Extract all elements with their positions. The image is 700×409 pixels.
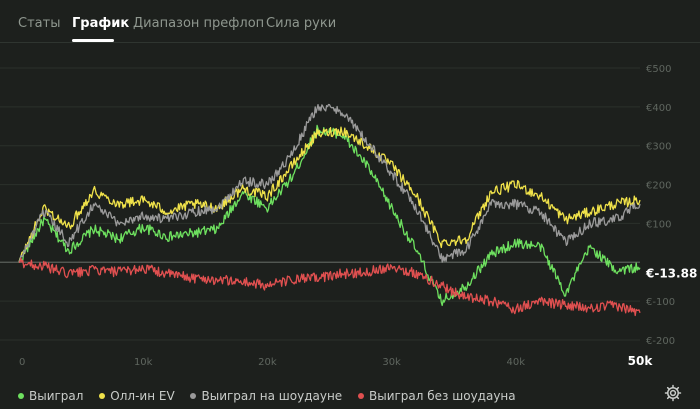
legend-item-showdown[interactable]: Выиграл на шоудауне xyxy=(190,389,342,403)
series-line-0 xyxy=(18,124,641,307)
legend-dot xyxy=(99,393,106,399)
gear-icon[interactable] xyxy=(664,384,682,402)
y-axis-labels: €500 €400 €300 €200 €100 €-100 €-200 xyxy=(646,64,675,347)
x-tick-label: 40k xyxy=(507,357,526,368)
y-tick-label: €100 xyxy=(646,219,671,230)
x-axis-labels: 0 10k 20k 30k 40k 50k xyxy=(19,354,653,368)
y-tick-label: €300 xyxy=(646,142,671,153)
x-tick-label: 20k xyxy=(258,357,277,368)
tab-stats[interactable]: Статы xyxy=(18,16,61,31)
x-tick-label: 30k xyxy=(382,357,401,368)
profit-chart[interactable]: €500 €400 €300 €200 €100 €-100 €-200 0 10k 20k 30… xyxy=(0,43,700,383)
series-line-2 xyxy=(18,103,641,263)
legend-dot xyxy=(18,393,24,399)
legend-item-non-showdown[interactable]: Выиграл без шоудауна xyxy=(358,389,516,403)
y-tick-label: €200 xyxy=(646,181,671,192)
x-tick-label: 10k xyxy=(134,357,153,368)
series-line-1 xyxy=(18,126,641,263)
y-tick-label: €-100 xyxy=(646,297,675,308)
legend-item-allin-ev[interactable]: Олл-ин EV xyxy=(99,389,175,403)
tab-graph[interactable]: График xyxy=(72,16,130,31)
series-line-3 xyxy=(18,257,641,317)
legend-item-won[interactable]: Выиграл xyxy=(18,389,83,403)
legend-dot xyxy=(358,393,364,399)
tab-bar: Статы График Диапазон префлоп Сила руки xyxy=(0,0,700,43)
tab-preflop-range[interactable]: Диапазон префлоп xyxy=(133,16,265,31)
chart-legend: Выиграл Олл-ин EV Выиграл на шоудауне Вы… xyxy=(18,388,528,403)
legend-dot xyxy=(190,393,197,399)
x-tick-label: 50k xyxy=(628,354,654,368)
y-tick-label: €400 xyxy=(646,103,671,114)
y-tick-label: €-200 xyxy=(646,336,675,347)
active-tab-indicator xyxy=(72,39,114,42)
x-tick-label: 0 xyxy=(19,357,25,368)
y-tick-label: €500 xyxy=(646,64,671,75)
current-value-label: €-13.88 xyxy=(645,267,697,281)
chart-grid xyxy=(0,67,640,341)
chart-lines xyxy=(18,103,641,317)
tab-hand-strength[interactable]: Сила руки xyxy=(266,16,337,31)
